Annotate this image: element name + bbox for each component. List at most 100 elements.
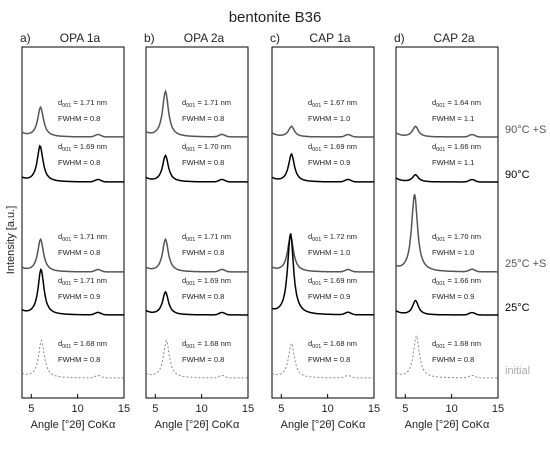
condition-label: initial bbox=[505, 365, 530, 377]
x-tick-label: 10 bbox=[446, 403, 458, 415]
d001-label: d001 = 1.68 nm bbox=[432, 339, 481, 350]
x-tick-label: 15 bbox=[492, 403, 504, 415]
series-line bbox=[271, 152, 374, 183]
x-axis-label: Angle [°2θ] CoKα bbox=[155, 419, 240, 431]
x-tick-label: 10 bbox=[196, 403, 208, 415]
d001-label: d001 = 1.70 nm bbox=[182, 142, 231, 153]
fwhm-label: FWHM = 0.9 bbox=[308, 158, 350, 167]
fwhm-label: FWHM = 1.0 bbox=[308, 248, 350, 257]
series-line bbox=[145, 154, 248, 183]
x-tick-label: 15 bbox=[118, 403, 130, 415]
fwhm-label: FWHM = 1.0 bbox=[432, 248, 474, 257]
figure-title: bentonite B36 bbox=[229, 9, 322, 26]
fwhm-label: FWHM = 0.8 bbox=[58, 158, 100, 167]
y-axis-label: Intensity [a.u.] bbox=[5, 206, 17, 274]
fwhm-label: FWHM = 0.9 bbox=[58, 292, 100, 301]
fwhm-label: FWHM = 0.9 bbox=[432, 292, 474, 301]
d001-label: d001 = 1.71 nm bbox=[182, 98, 231, 109]
series-line bbox=[395, 299, 498, 316]
series-line bbox=[271, 125, 374, 138]
d001-label: d001 = 1.69 nm bbox=[308, 142, 357, 153]
d001-label: d001 = 1.67 nm bbox=[308, 98, 357, 109]
x-tick-label: 5 bbox=[278, 403, 284, 415]
panel-letter: b) bbox=[144, 31, 155, 45]
fwhm-label: FWHM = 0.8 bbox=[182, 114, 224, 123]
fwhm-label: FWHM = 0.8 bbox=[182, 355, 224, 364]
fwhm-label: FWHM = 0.8 bbox=[182, 158, 224, 167]
series-line bbox=[271, 233, 374, 316]
series-line bbox=[145, 89, 248, 138]
d001-label: d001 = 1.69 nm bbox=[308, 276, 357, 287]
fwhm-label: FWHM = 0.8 bbox=[58, 248, 100, 257]
series-line bbox=[145, 290, 248, 316]
fwhm-label: FWHM = 1.1 bbox=[432, 114, 474, 123]
fwhm-label: FWHM = 1.0 bbox=[308, 114, 350, 123]
x-tick-label: 5 bbox=[402, 403, 408, 415]
condition-label: 25°C bbox=[505, 302, 530, 314]
panel-letter: c) bbox=[270, 31, 280, 45]
d001-label: d001 = 1.71 nm bbox=[58, 276, 107, 287]
panel-letter: d) bbox=[394, 31, 405, 45]
x-tick-label: 10 bbox=[322, 403, 334, 415]
d001-label: d001 = 1.69 nm bbox=[182, 276, 231, 287]
series-line bbox=[21, 339, 124, 379]
series-line bbox=[21, 268, 124, 316]
fwhm-label: FWHM = 0.8 bbox=[182, 248, 224, 257]
d001-label: d001 = 1.68 nm bbox=[182, 339, 231, 350]
fwhm-label: FWHM = 0.8 bbox=[308, 355, 350, 364]
x-axis-label: Angle [°2θ] CoKα bbox=[281, 419, 366, 431]
panel-title: OPA 2a bbox=[184, 31, 225, 45]
x-tick-label: 5 bbox=[152, 403, 158, 415]
d001-label: d001 = 1.66 nm bbox=[432, 142, 481, 153]
series-line bbox=[145, 339, 248, 379]
series-line bbox=[395, 125, 498, 138]
fwhm-label: FWHM = 0.8 bbox=[182, 292, 224, 301]
panel-frame bbox=[395, 46, 499, 399]
d001-label: d001 = 1.69 nm bbox=[58, 142, 107, 153]
series-line bbox=[21, 105, 124, 138]
condition-label: 90°C +S bbox=[505, 124, 546, 136]
panel-frame bbox=[21, 46, 125, 399]
series-line bbox=[395, 173, 498, 183]
fwhm-label: FWHM = 0.8 bbox=[432, 355, 474, 364]
fwhm-label: FWHM = 1.1 bbox=[432, 158, 474, 167]
x-tick-label: 15 bbox=[368, 403, 380, 415]
x-tick-label: 15 bbox=[242, 403, 254, 415]
fwhm-label: FWHM = 0.8 bbox=[58, 355, 100, 364]
series-line bbox=[271, 342, 374, 379]
d001-label: d001 = 1.70 nm bbox=[432, 232, 481, 243]
d001-label: d001 = 1.71 nm bbox=[182, 232, 231, 243]
panel-title: CAP 1a bbox=[309, 31, 350, 45]
series-line bbox=[395, 334, 498, 379]
panel-letter: a) bbox=[20, 31, 31, 45]
d001-label: d001 = 1.71 nm bbox=[58, 232, 107, 243]
series-line bbox=[395, 194, 498, 273]
series-line bbox=[145, 237, 248, 273]
condition-labels-group: 90°C +S 90°C 25°C +S 25°C initial bbox=[505, 124, 546, 377]
d001-label: d001 = 1.71 nm bbox=[58, 98, 107, 109]
x-tick-label: 10 bbox=[72, 403, 84, 415]
series-line bbox=[21, 144, 124, 183]
d001-label: d001 = 1.66 nm bbox=[432, 276, 481, 287]
x-axis-label: Angle [°2θ] CoKα bbox=[405, 419, 490, 431]
panel-frame bbox=[145, 46, 249, 399]
d001-label: d001 = 1.68 nm bbox=[308, 339, 357, 350]
fwhm-label: FWHM = 0.9 bbox=[308, 292, 350, 301]
d001-label: d001 = 1.72 nm bbox=[308, 232, 357, 243]
x-axis-label: Angle [°2θ] CoKα bbox=[31, 419, 116, 431]
x-tick-label: 5 bbox=[28, 403, 34, 415]
panel-title: OPA 1a bbox=[60, 31, 101, 45]
series-line bbox=[21, 237, 124, 273]
panel-frame bbox=[271, 46, 375, 399]
condition-label: 90°C bbox=[505, 169, 530, 181]
d001-label: d001 = 1.64 nm bbox=[432, 98, 481, 109]
fwhm-label: FWHM = 0.8 bbox=[58, 114, 100, 123]
d001-label: d001 = 1.68 nm bbox=[58, 339, 107, 350]
condition-label: 25°C +S bbox=[505, 258, 546, 270]
